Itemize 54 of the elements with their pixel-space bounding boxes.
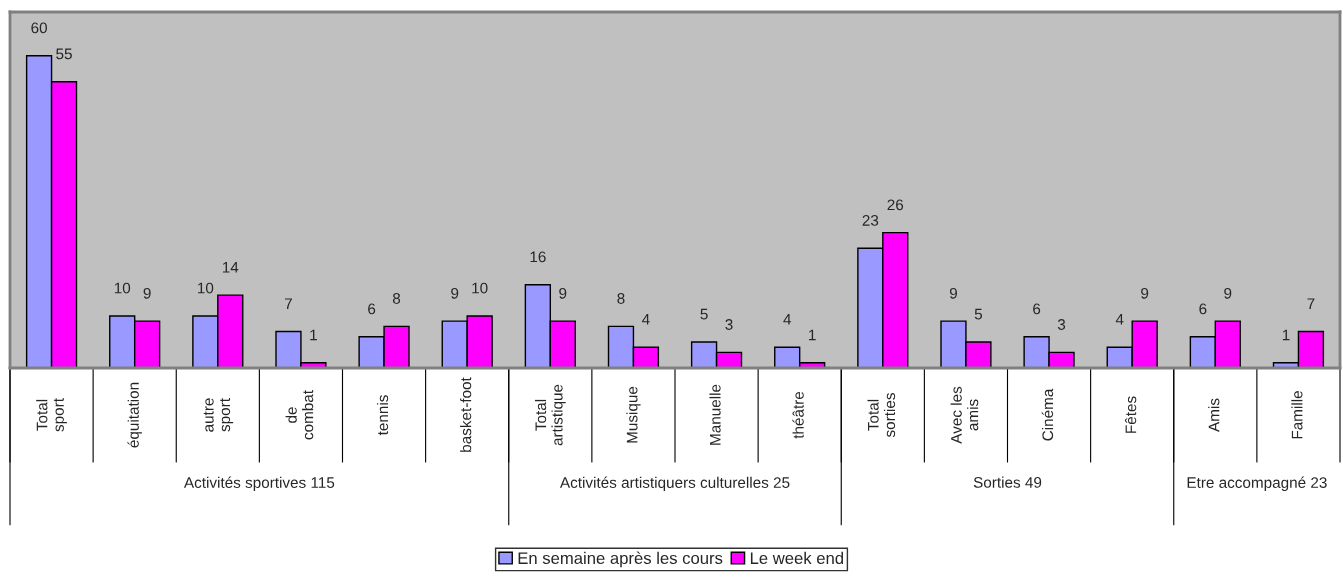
- data-label: 1: [1282, 329, 1290, 341]
- data-label: 4: [642, 314, 650, 325]
- data-label: 9: [1224, 287, 1232, 299]
- x-tick-label: Fêtes: [1125, 396, 1137, 433]
- data-label: 26: [887, 199, 904, 211]
- legend-label: En semaine après les cours: [518, 551, 723, 568]
- data-label: 23: [862, 215, 879, 226]
- data-label: 8: [392, 293, 401, 304]
- data-label: 6: [1033, 303, 1041, 315]
- x-tick-label: Amis: [1208, 398, 1220, 432]
- x-tick-label: Total sport: [36, 398, 67, 432]
- x-tick-label: Famille: [1291, 391, 1303, 439]
- data-label: 8: [617, 293, 625, 304]
- text: Etre accompagné 23: [1187, 476, 1327, 491]
- data-label: 9: [559, 287, 567, 299]
- data-label: 9: [1141, 287, 1149, 299]
- data-label: 3: [725, 319, 733, 330]
- data-label: 10: [114, 282, 131, 294]
- data-label: 1: [809, 329, 816, 341]
- data-label: 3: [1057, 319, 1066, 330]
- data-label: 5: [974, 308, 983, 320]
- x-tick-label: Cinéma: [1041, 388, 1054, 441]
- x-tick-label: équitation: [127, 382, 142, 448]
- data-label: 7: [1307, 298, 1315, 309]
- x-tick-label: autre sport: [203, 398, 234, 432]
- data-label: 10: [198, 282, 214, 294]
- x-tick-label: Total artistique: [534, 384, 566, 446]
- x-tick-label: basket-foot: [460, 377, 472, 452]
- data-label: 4: [783, 314, 792, 325]
- data-label: 6: [1199, 303, 1207, 315]
- x-tick-label: Musique: [626, 386, 641, 443]
- data-label: 7: [285, 298, 292, 309]
- data-label: 10: [472, 282, 488, 294]
- data-label: 9: [451, 287, 459, 299]
- legend-label: Le week end: [750, 551, 844, 565]
- data-label: 9: [949, 287, 957, 299]
- x-tick-label: Total sorties: [867, 393, 896, 438]
- data-label: 14: [222, 262, 239, 273]
- data-label: 5: [700, 308, 708, 320]
- data-label: 60: [31, 22, 47, 34]
- data-label: 6: [368, 303, 376, 315]
- x-tick-label: de combat: [285, 390, 314, 440]
- x-tick-label: théâtre: [792, 391, 804, 439]
- data-label: 4: [1115, 314, 1124, 325]
- x-tick-label: tennis: [376, 395, 389, 436]
- data-label: 1: [310, 329, 317, 341]
- data-label: 9: [143, 287, 151, 299]
- x-tick-label: Avec les amis: [950, 386, 979, 444]
- data-label: 55: [56, 48, 72, 60]
- text: Activités artistiquers culturelles 25: [559, 476, 790, 491]
- text: Activités sportives 115: [183, 476, 335, 491]
- x-tick-label: Manuelle: [709, 384, 721, 445]
- text: Sorties 49: [973, 476, 1042, 488]
- data-label: 16: [530, 251, 546, 263]
